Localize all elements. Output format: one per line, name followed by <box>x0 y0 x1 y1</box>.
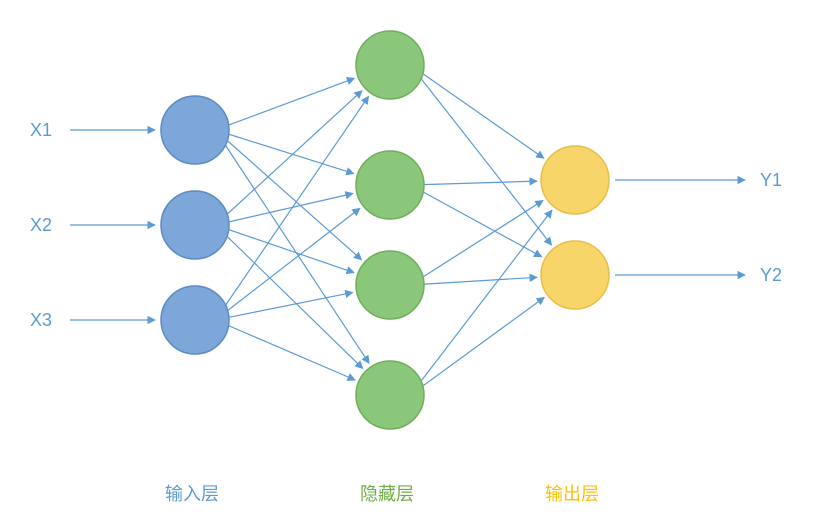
input-x1-label: X1 <box>30 120 52 141</box>
input-layer-label: 输入层 <box>165 480 219 506</box>
node-l1-2 <box>356 251 424 319</box>
output-y1-label: Y1 <box>760 170 782 191</box>
input-x2-label: X2 <box>30 215 52 236</box>
node-l0-0 <box>161 96 229 164</box>
node-l2-1 <box>541 241 609 309</box>
node-l1-3 <box>356 361 424 429</box>
neural-network-diagram <box>0 0 816 520</box>
node-l1-0 <box>356 31 424 99</box>
node-l0-2 <box>161 286 229 354</box>
node-l1-1 <box>356 151 424 219</box>
output-y2-label: Y2 <box>760 265 782 286</box>
node-l2-0 <box>541 146 609 214</box>
node-l0-1 <box>161 191 229 259</box>
hidden-layer-label: 隐藏层 <box>360 480 414 506</box>
output-layer-label: 输出层 <box>545 480 599 506</box>
input-x3-label: X3 <box>30 310 52 331</box>
